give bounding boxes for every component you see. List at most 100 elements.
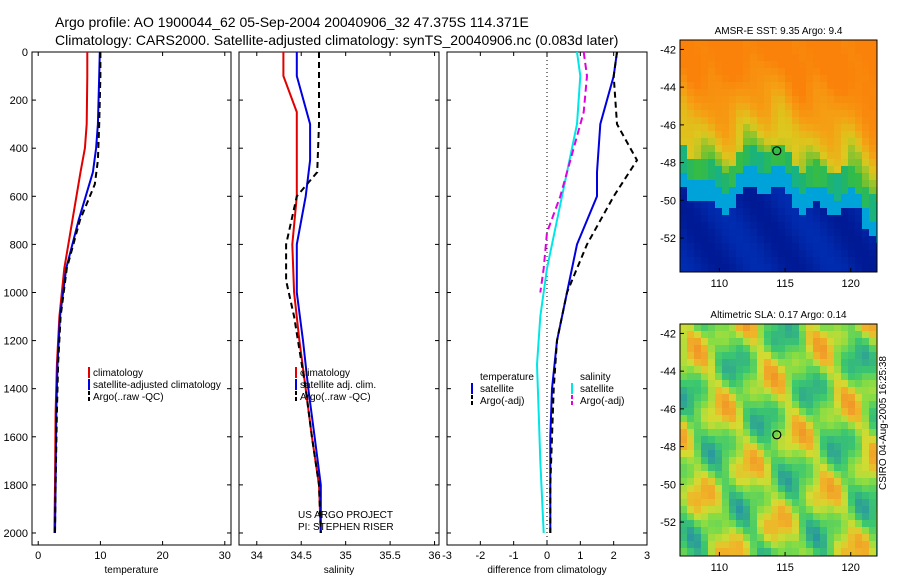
heatmap-cell xyxy=(687,436,694,443)
heatmap-cell xyxy=(771,159,778,166)
heatmap-cell xyxy=(785,373,792,380)
heatmap-cell xyxy=(792,264,799,271)
heatmap-cell xyxy=(862,457,869,464)
heatmap-cell xyxy=(771,110,778,117)
heatmap-cell xyxy=(855,166,862,173)
heatmap-cell xyxy=(841,187,848,194)
heatmap-cell xyxy=(715,61,722,68)
heatmap-cell xyxy=(827,103,834,110)
heatmap-cell xyxy=(869,229,876,236)
heatmap-cell xyxy=(778,96,785,103)
heatmap-cell xyxy=(827,548,834,555)
heatmap-cell xyxy=(785,250,792,257)
heatmap-cell xyxy=(792,75,799,82)
heatmap-cell xyxy=(764,68,771,75)
heatmap-cell xyxy=(680,201,687,208)
heatmap-cell xyxy=(701,478,708,485)
heatmap-cell xyxy=(715,194,722,201)
heatmap-cell xyxy=(708,173,715,180)
heatmap-cell xyxy=(834,40,841,47)
heatmap-cell xyxy=(820,145,827,152)
y-tick-label: -50 xyxy=(660,479,676,491)
heatmap-cell xyxy=(792,471,799,478)
heatmap-cell xyxy=(757,380,764,387)
heatmap-cell xyxy=(680,429,687,436)
heatmap-cell xyxy=(799,131,806,138)
heatmap-cell xyxy=(701,387,708,394)
heatmap-cell xyxy=(848,324,855,331)
heatmap-cell xyxy=(708,47,715,54)
heatmap-cell xyxy=(715,40,722,47)
heatmap-cell xyxy=(729,345,736,352)
heatmap-cell xyxy=(694,201,701,208)
heatmap-cell xyxy=(869,103,876,110)
heatmap-cell xyxy=(862,243,869,250)
heatmap-cell xyxy=(701,47,708,54)
heatmap-cell xyxy=(855,103,862,110)
heatmap-cell xyxy=(729,131,736,138)
heatmap-cell xyxy=(841,485,848,492)
heatmap-cell xyxy=(771,166,778,173)
heatmap-cell xyxy=(862,366,869,373)
heatmap-cell xyxy=(778,324,785,331)
heatmap-cell xyxy=(841,408,848,415)
heatmap-cell xyxy=(757,159,764,166)
heatmap-cell xyxy=(771,450,778,457)
heatmap-cell xyxy=(848,352,855,359)
heatmap-cell xyxy=(792,464,799,471)
heatmap-cell xyxy=(806,159,813,166)
heatmap-cell xyxy=(722,548,729,555)
heatmap-cell xyxy=(722,103,729,110)
heatmap-cell xyxy=(694,548,701,555)
heatmap-cell xyxy=(687,61,694,68)
heatmap-cell xyxy=(827,152,834,159)
heatmap-cell xyxy=(750,548,757,555)
heatmap-cell xyxy=(841,499,848,506)
heatmap-cell xyxy=(813,47,820,54)
heatmap-cell xyxy=(687,373,694,380)
heatmap-cell xyxy=(771,338,778,345)
heatmap-cell xyxy=(708,541,715,548)
heatmap-cell xyxy=(701,415,708,422)
heatmap-cell xyxy=(841,110,848,117)
heatmap-cell xyxy=(848,243,855,250)
heatmap-cell xyxy=(820,89,827,96)
heatmap-cell xyxy=(841,124,848,131)
heatmap-cell xyxy=(715,331,722,338)
heatmap-cell xyxy=(715,124,722,131)
heatmap-cell xyxy=(743,450,750,457)
heatmap-cell xyxy=(694,40,701,47)
heatmap-cell xyxy=(799,380,806,387)
heatmap-cell xyxy=(792,366,799,373)
y-tick-label: 2000 xyxy=(4,528,28,540)
heatmap-cell xyxy=(848,534,855,541)
heatmap-cell xyxy=(827,61,834,68)
heatmap-cell xyxy=(841,548,848,555)
heatmap-cell xyxy=(680,250,687,257)
heatmap-cell xyxy=(701,124,708,131)
x-tick-label: 0 xyxy=(544,550,550,562)
heatmap-cell xyxy=(771,422,778,429)
heatmap-cell xyxy=(841,338,848,345)
y-tick-label: 600 xyxy=(10,191,28,203)
heatmap-cell xyxy=(848,152,855,159)
heatmap-cell xyxy=(855,264,862,271)
heatmap-cell xyxy=(757,527,764,534)
heatmap-cell xyxy=(771,131,778,138)
heatmap-cell xyxy=(771,359,778,366)
heatmap-cell xyxy=(750,243,757,250)
heatmap-cell xyxy=(827,485,834,492)
heatmap-cell xyxy=(834,208,841,215)
heatmap-cell xyxy=(694,401,701,408)
heatmap-cell xyxy=(799,215,806,222)
heatmap-cell xyxy=(708,443,715,450)
heatmap-cell xyxy=(771,124,778,131)
heatmap-cell xyxy=(708,138,715,145)
heatmap-cell xyxy=(820,387,827,394)
heatmap-cell xyxy=(757,513,764,520)
heatmap-cell xyxy=(869,243,876,250)
heatmap-cell xyxy=(848,506,855,513)
heatmap-cell xyxy=(743,75,750,82)
heatmap-cell xyxy=(820,103,827,110)
heatmap-cell xyxy=(827,187,834,194)
